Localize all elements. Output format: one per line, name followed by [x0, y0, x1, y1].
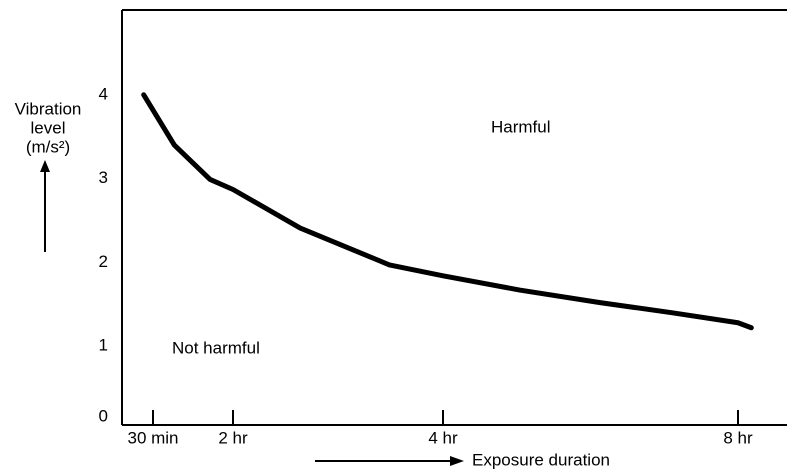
- x-tick-label: 4 hr: [428, 428, 458, 447]
- x-axis-label: Exposure duration: [472, 450, 610, 469]
- y-axis-label: Vibration: [15, 99, 82, 118]
- y-tick-label: 3: [99, 168, 108, 187]
- y-axis-label: level: [31, 118, 66, 137]
- y-axis-label: (m/s²): [26, 137, 70, 156]
- y-tick-label: 0: [99, 406, 108, 425]
- annotation: Not harmful: [172, 338, 260, 357]
- x-arrow-head: [450, 456, 464, 466]
- y-tick-label: 2: [99, 252, 108, 271]
- curve: [141, 92, 754, 331]
- y-tick-label: 4: [99, 84, 108, 103]
- x-tick-label: 30 min: [127, 428, 178, 447]
- y-tick-label: 1: [99, 336, 108, 355]
- y-arrow-head: [40, 160, 50, 172]
- annotation: Harmful: [491, 117, 551, 136]
- x-tick-label: 2 hr: [218, 428, 248, 447]
- x-tick-label: 8 hr: [723, 428, 753, 447]
